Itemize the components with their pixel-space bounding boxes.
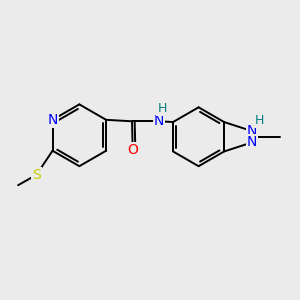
Text: O: O: [127, 143, 138, 157]
Text: N: N: [47, 113, 58, 127]
Text: H: H: [255, 114, 264, 127]
Text: N: N: [154, 114, 164, 128]
Text: N: N: [247, 135, 257, 149]
Text: N: N: [247, 124, 257, 138]
Text: S: S: [32, 168, 41, 182]
Text: H: H: [158, 102, 167, 116]
